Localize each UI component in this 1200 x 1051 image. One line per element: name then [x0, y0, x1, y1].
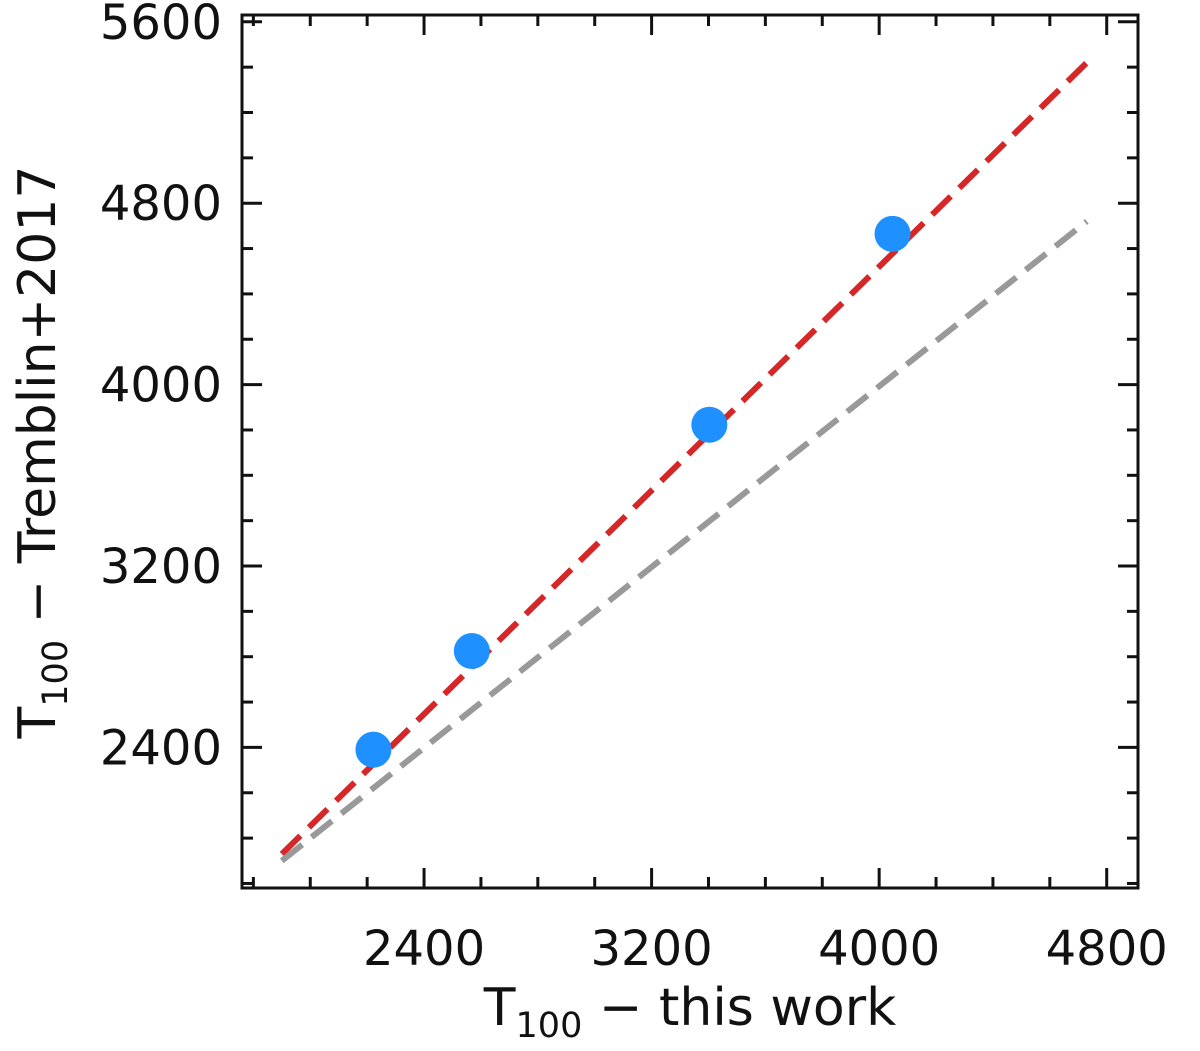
x-axis-label-rest: − this work — [582, 978, 896, 1038]
y-axis-label-main: T — [8, 706, 68, 739]
data-point — [874, 215, 911, 252]
y-axis-label-rest: − Tremblin+2017 — [8, 166, 68, 640]
y-tick-label: 5600 — [100, 0, 222, 51]
one-to-one-line-gray — [279, 218, 1089, 864]
x-tick-label: 3200 — [591, 921, 713, 977]
data-points — [355, 215, 911, 768]
x-axis-label-sub: 100 — [516, 1006, 583, 1046]
y-tick-label: 3200 — [100, 539, 222, 595]
x-tick-label: 4800 — [1046, 921, 1168, 977]
y-tick-label: 4800 — [100, 176, 222, 232]
plot-frame — [240, 13, 1140, 890]
y-axis-label-sub: 100 — [36, 640, 76, 707]
data-point — [453, 633, 490, 670]
y-tick-label: 4000 — [100, 358, 222, 414]
data-point — [355, 731, 392, 768]
x-tick-label: 2400 — [363, 921, 485, 977]
axis-ticks: 2400 3200 4000 4800 2400 3200 4000 4800 5600 — [100, 0, 1168, 977]
fit-line-red — [279, 60, 1089, 857]
y-tick-label: 2400 — [100, 720, 222, 776]
x-axis-label-main: T — [483, 978, 516, 1038]
data-point — [691, 406, 728, 443]
x-axis-label: T100 − this work — [483, 978, 896, 1046]
x-tick-label: 4000 — [818, 921, 940, 977]
series-lines — [279, 60, 1089, 864]
y-axis-label: T100 − Tremblin+2017 — [8, 166, 76, 740]
